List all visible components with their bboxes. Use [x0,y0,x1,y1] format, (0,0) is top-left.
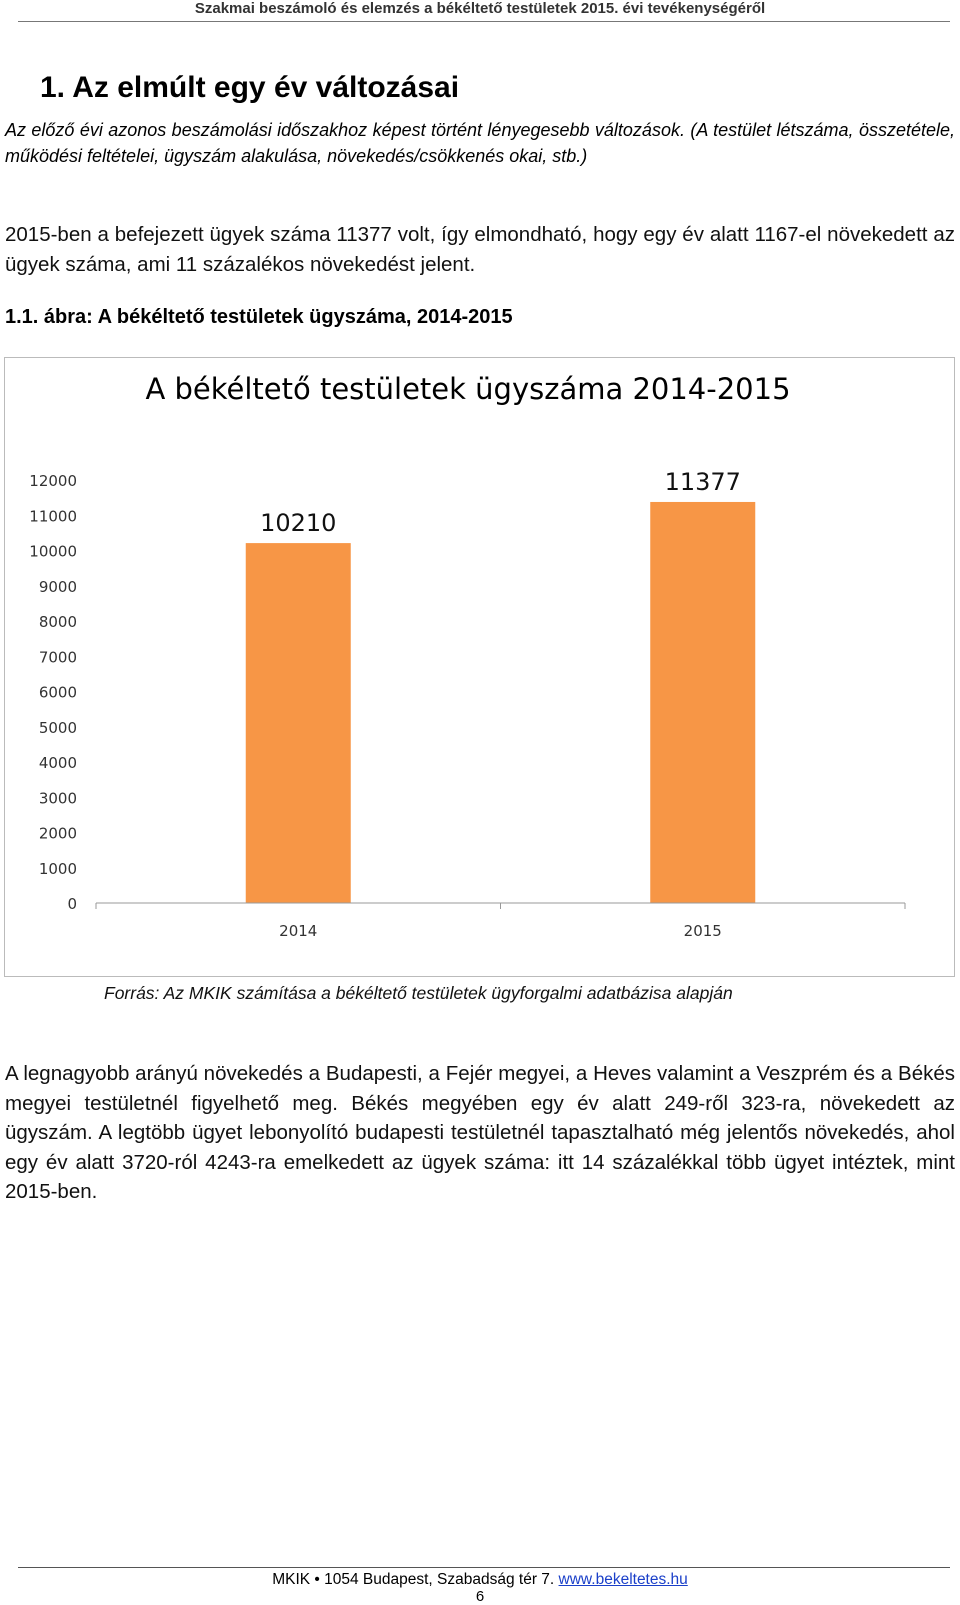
section-heading: 1. Az elmúlt egy év változásai [40,71,460,104]
y-tick-label: 2000 [39,825,77,843]
paragraph-growth-regions: A legnagyobb arányú növekedés a Budapest… [5,1062,955,1203]
y-tick-label: 4000 [39,754,77,772]
x-tick-label: 2015 [684,922,722,940]
y-tick-label: 5000 [39,719,77,737]
bar-series: 10210 11377 [245,468,756,903]
y-tick-label: 1000 [39,860,77,878]
bar-value-label: 10210 [260,509,336,537]
y-tick-label: 3000 [39,789,77,807]
x-axis-ticks: 2014 2015 [95,903,906,940]
page-number: 6 [475,1588,485,1605]
x-tick-label: 2014 [279,922,317,940]
footer-address-line: MKIK • 1054 Budapest, Szabadság tér 7. w… [0,1570,960,1589]
bar-value-label: 11377 [665,468,741,496]
chart-frame [4,357,955,977]
y-tick-label: 6000 [39,684,77,702]
y-tick-label: 8000 [39,613,77,631]
section-intro: Az előző évi azonos beszámolási időszakh… [5,120,955,166]
footer-divider [18,1567,950,1568]
paragraph-case-count: 2015-ben a befejezett ügyek száma 11377 … [5,223,955,276]
y-tick-label: 7000 [39,648,77,666]
y-tick-label: 11000 [29,507,77,525]
document-header-title: Szakmai beszámoló és elemzés a békéltető… [194,0,766,17]
y-tick-label: 0 [67,895,77,913]
footer-website-link[interactable]: www.bekeltetes.hu [558,1571,688,1588]
figure-caption: 1.1. ábra: A békéltető testületek ügyszá… [5,306,513,328]
chart-source-note: Forrás: Az MKIK számítása a békéltető te… [104,983,733,1003]
footer-address: MKIK • 1054 Budapest, Szabadság tér 7. [272,1571,555,1588]
bar-2015 [650,501,756,903]
y-axis-ticks: 0 1000 2000 3000 4000 5000 6000 7000 8000 9000 100… [29,472,77,913]
bar-2014 [245,543,351,903]
y-tick-label: 9000 [39,578,77,596]
y-tick-label: 10000 [29,543,77,561]
chart-title: A békéltető testületek ügyszáma 2014-201… [145,372,790,406]
y-tick-label: 12000 [29,472,77,490]
header-divider [18,21,950,22]
bar-chart: A békéltető testületek ügyszáma 2014-201… [29,372,906,940]
